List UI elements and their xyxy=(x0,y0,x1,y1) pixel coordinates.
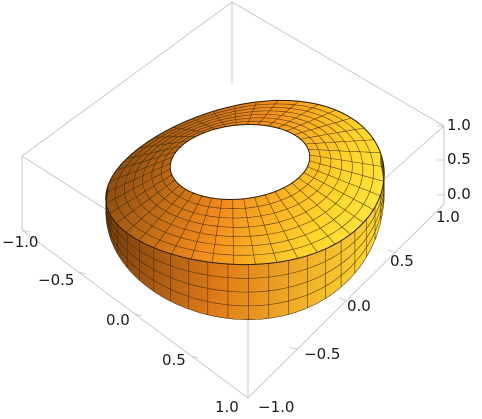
outer-edge xyxy=(105,99,385,266)
surface-mesh-radial xyxy=(171,195,203,255)
surface-mesh-radial xyxy=(309,154,384,168)
y-axis: 1.0 0.5 0.0 −0.5 −1.0 xyxy=(258,208,460,416)
surface-mesh-radial xyxy=(109,157,173,182)
wall-mesh-line xyxy=(105,161,385,307)
x-tick-label: 1.0 xyxy=(215,398,239,416)
surface-mesh-radial xyxy=(138,189,187,241)
y-tick-label: 0.5 xyxy=(390,252,414,270)
surface-mesh-radial xyxy=(298,177,364,223)
z-tick-label: 1.0 xyxy=(447,116,471,134)
surface-mesh-radial xyxy=(257,100,279,125)
surface-mesh-ring xyxy=(151,117,332,219)
surface-mesh-radial xyxy=(305,139,374,145)
surface-mesh-radial xyxy=(106,162,171,193)
x-tick-label: −0.5 xyxy=(38,271,74,289)
surface-mesh-radial xyxy=(212,111,226,127)
surface-mesh-radial xyxy=(232,199,234,265)
surface-mesh-radial xyxy=(294,117,352,135)
z-axis: 0.0 0.5 1.0 xyxy=(437,116,471,203)
x-tick-label: 0.0 xyxy=(106,311,130,329)
surface-mesh-radial xyxy=(126,145,182,160)
y-tick-label: −1.0 xyxy=(258,398,294,416)
surface-mesh-radial xyxy=(125,184,180,233)
surface-mesh-ring xyxy=(142,114,342,228)
surface-mesh-radial xyxy=(172,127,206,133)
y-tick-label: −0.5 xyxy=(304,345,340,363)
x-tick-label: −1.0 xyxy=(2,233,38,251)
surface-mesh-radial xyxy=(277,104,319,129)
surface-mesh-radial xyxy=(116,151,177,171)
surface-mesh-radial xyxy=(106,168,171,204)
surface-mesh-radial xyxy=(109,174,172,214)
surface-mesh-radial xyxy=(303,172,374,210)
x-tick-label: 0.5 xyxy=(162,351,186,369)
surface-mesh-radial xyxy=(190,197,212,260)
surface-mesh-radial xyxy=(246,101,257,125)
surface-mesh-radial xyxy=(243,198,256,265)
wall-mesh-line xyxy=(105,158,385,293)
annulus-surface xyxy=(105,100,385,265)
surface-mesh-radial xyxy=(274,191,318,253)
wall-mesh-line xyxy=(105,155,385,279)
surface-mesh-radial xyxy=(211,199,223,263)
y-tick-mark xyxy=(338,297,347,302)
surface-mesh-radial xyxy=(291,182,351,235)
surface-mesh-radial xyxy=(286,109,336,132)
inner-edge xyxy=(169,124,311,200)
x-tick-mark xyxy=(191,355,199,359)
y-tick-mark xyxy=(387,249,396,253)
surface-mesh xyxy=(105,100,385,320)
outer-wall xyxy=(105,153,385,320)
surface-mesh-radial xyxy=(307,166,381,197)
surface-mesh-radial xyxy=(264,194,299,259)
surface-mesh-ring xyxy=(114,103,374,256)
y-tick-label: 0.0 xyxy=(347,297,371,315)
box-edge xyxy=(21,1,233,157)
surface-mesh-radial xyxy=(139,140,189,148)
surface xyxy=(105,99,385,320)
x-tick-mark xyxy=(134,313,143,317)
surface-mesh-radial xyxy=(283,187,336,245)
surface-mesh-radial xyxy=(192,118,216,130)
surface-mesh-ring xyxy=(123,107,364,247)
y-tick-mark xyxy=(289,346,298,350)
x-tick-mark xyxy=(21,229,31,233)
surface-mesh-radial xyxy=(254,197,278,263)
box-edge xyxy=(231,1,445,127)
x-axis: −1.0 −0.5 0.0 0.5 1.0 xyxy=(2,229,239,416)
surface-mesh-radial xyxy=(309,160,384,182)
surface-mesh-radial xyxy=(154,136,197,138)
surface-mesh-ring xyxy=(133,110,353,237)
surface-mesh-radial xyxy=(234,105,237,126)
z-tick-label: 0.0 xyxy=(447,185,471,203)
y-tick-label: 1.0 xyxy=(436,208,460,226)
surface-mesh-radial xyxy=(300,127,365,140)
surface-mesh-radial xyxy=(268,100,299,127)
x-tick-mark xyxy=(78,271,87,275)
surface-mesh-radial xyxy=(308,149,381,154)
surface-mesh-radial xyxy=(153,192,194,249)
z-tick-label: 0.5 xyxy=(447,150,471,168)
surface-mesh-ring xyxy=(160,120,321,209)
surface-mesh-radial xyxy=(116,179,176,224)
